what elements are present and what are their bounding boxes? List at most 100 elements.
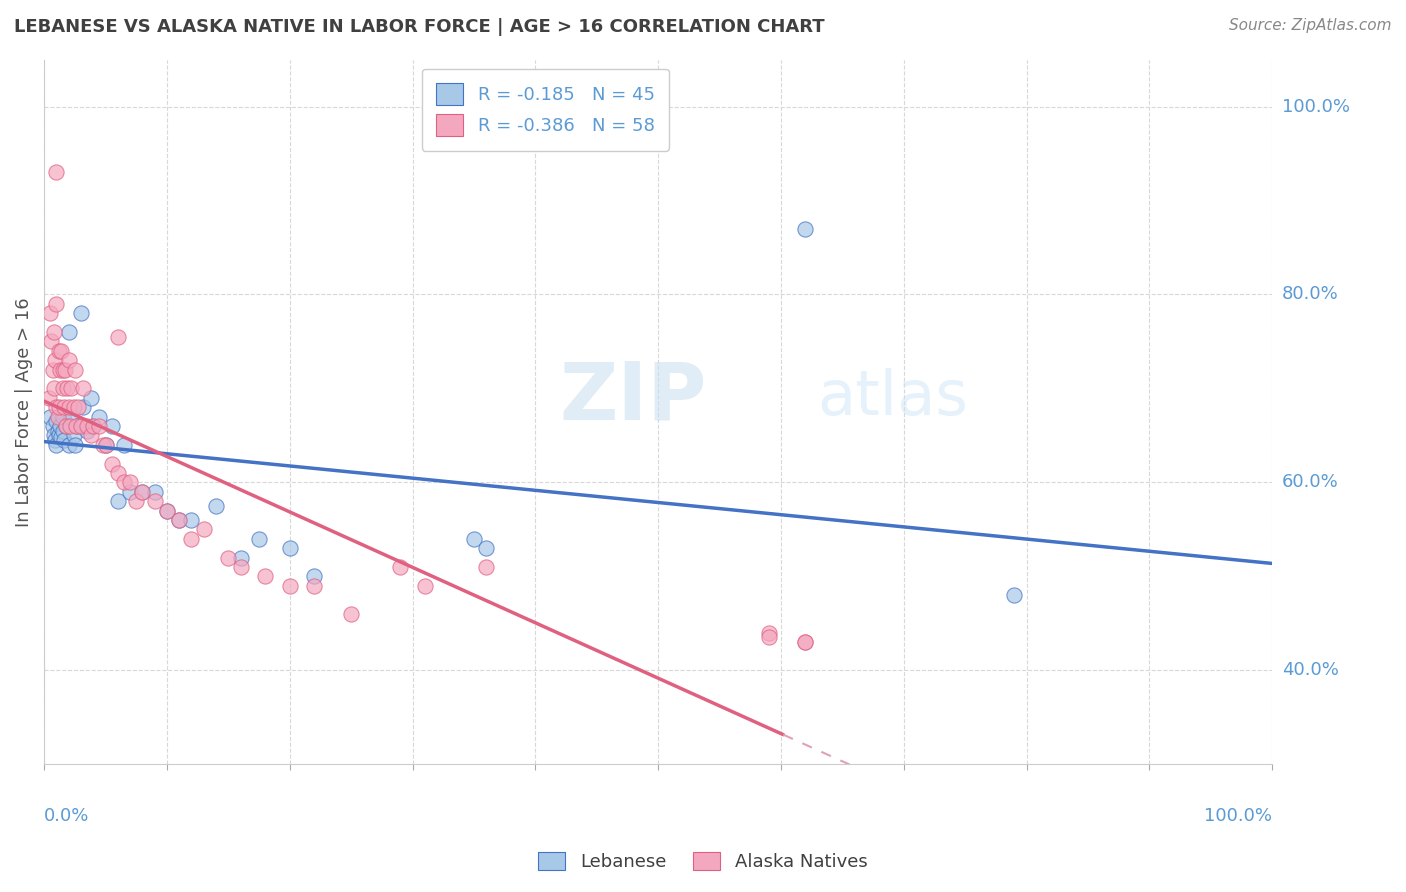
Point (304, 579, 326, 593)
Point (66, 419, 89, 434)
Text: 100.0%: 100.0% (1204, 806, 1272, 824)
Point (217, 550, 239, 565)
Point (254, 569, 277, 583)
Point (80, 428, 103, 442)
Point (91, 438, 114, 452)
Point (82, 419, 104, 434)
Point (63, 362, 86, 376)
Text: atlas: atlas (818, 368, 969, 428)
Point (278, 541, 301, 556)
Point (62, 428, 84, 442)
Point (58, 438, 80, 452)
Point (112, 438, 135, 452)
Point (52, 401, 75, 415)
Point (107, 466, 129, 480)
Point (131, 484, 153, 499)
Point (45, 401, 67, 415)
Point (58, 353, 80, 368)
Point (49, 419, 72, 434)
Point (52, 433, 75, 447)
Point (48, 343, 70, 358)
Point (112, 475, 135, 490)
Point (205, 499, 228, 513)
Point (70, 419, 93, 434)
Point (167, 513, 190, 527)
Text: LEBANESE VS ALASKA NATIVE IN LABOR FORCE | AGE > 16 CORRELATION CHART: LEBANESE VS ALASKA NATIVE IN LABOR FORCE… (14, 18, 825, 36)
Point (45, 414, 67, 428)
Point (53, 362, 76, 376)
Point (45, 438, 67, 452)
Point (100, 457, 122, 471)
Point (794, 635, 817, 649)
Point (475, 560, 498, 574)
Point (107, 494, 129, 508)
Point (100, 419, 122, 434)
Point (120, 475, 142, 490)
Point (42, 325, 65, 339)
Point (39, 306, 62, 320)
Point (89, 409, 111, 424)
Point (143, 484, 166, 499)
Point (72, 381, 94, 395)
Point (46, 424, 69, 438)
Point (39, 409, 62, 424)
Point (41, 362, 63, 376)
Point (62, 401, 84, 415)
Point (51, 381, 73, 395)
Text: 40.0%: 40.0% (1282, 661, 1339, 680)
Point (55, 419, 77, 434)
Point (51, 430, 73, 444)
Point (72, 401, 94, 415)
Point (758, 631, 780, 645)
Point (794, 221, 817, 235)
Point (167, 513, 190, 527)
Point (41, 419, 63, 434)
Point (48, 428, 70, 442)
Point (44, 433, 66, 447)
Point (42, 428, 65, 442)
Point (63, 438, 86, 452)
Point (120, 484, 142, 499)
Point (45, 165, 67, 179)
Point (156, 503, 179, 517)
Point (49, 362, 72, 376)
Point (48, 401, 70, 415)
Point (51, 362, 73, 376)
Point (1002, 588, 1025, 602)
Point (70, 306, 93, 320)
Point (42, 381, 65, 395)
Point (58, 325, 80, 339)
Point (304, 569, 326, 583)
Point (82, 419, 104, 434)
Point (340, 607, 363, 621)
Text: 100.0%: 100.0% (1282, 97, 1350, 116)
Point (51, 424, 73, 438)
Text: 0.0%: 0.0% (44, 806, 90, 824)
Point (463, 532, 485, 546)
Point (55, 419, 77, 434)
Legend: R = -0.185   N = 45, R = -0.386   N = 58: R = -0.185 N = 45, R = -0.386 N = 58 (422, 69, 669, 151)
Point (156, 503, 179, 517)
Point (107, 330, 129, 344)
Text: 60.0%: 60.0% (1282, 474, 1339, 491)
Point (80, 391, 103, 405)
Y-axis label: In Labor Force | Age > 16: In Labor Force | Age > 16 (15, 297, 32, 527)
Point (475, 541, 498, 556)
Point (89, 419, 111, 434)
Point (389, 560, 412, 574)
Point (38, 391, 60, 405)
Point (46, 409, 69, 424)
Point (51, 343, 73, 358)
Text: Source: ZipAtlas.com: Source: ZipAtlas.com (1229, 18, 1392, 33)
Point (45, 297, 67, 311)
Point (180, 513, 202, 527)
Point (56, 381, 79, 395)
Point (67, 401, 90, 415)
Point (143, 494, 166, 508)
Point (44, 353, 66, 368)
Point (94, 438, 117, 452)
Point (193, 522, 215, 536)
Point (278, 579, 301, 593)
Point (125, 494, 148, 508)
Point (131, 484, 153, 499)
